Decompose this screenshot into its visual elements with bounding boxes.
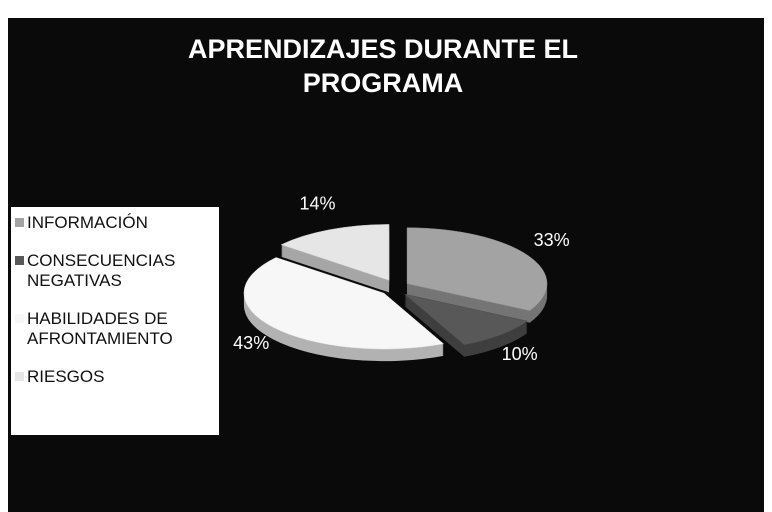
legend: INFORMACIÓN CONSECUENCIAS NEGATIVAS HABILI…	[11, 207, 219, 435]
legend-swatch	[15, 218, 24, 227]
legend-label: CONSECUENCIAS NEGATIVAS	[27, 251, 176, 290]
data-label: 43%	[233, 333, 269, 353]
chart-title: APRENDIZAJES DURANTE EL PROGRAMA	[187, 34, 579, 98]
legend-label: INFORMACIÓN	[27, 213, 148, 232]
slice	[406, 227, 548, 311]
legend-item: CONSECUENCIAS NEGATIVAS	[15, 251, 219, 291]
legend-swatch	[15, 314, 24, 323]
legend-label: RIESGOS	[27, 367, 105, 386]
legend-label: HABILIDADES DE AFRONTAMIENTO	[27, 309, 173, 348]
data-label: 33%	[534, 230, 570, 250]
chart-panel: APRENDIZAJES DURANTE EL PROGRAMA 33% 10% 4…	[8, 18, 764, 512]
legend-swatch	[15, 256, 24, 265]
legend-item: RIESGOS	[15, 367, 219, 387]
pie-area: 33% 10% 43% 14%	[233, 194, 570, 364]
data-label: 10%	[502, 344, 538, 364]
legend-swatch	[15, 372, 24, 381]
slice	[280, 224, 390, 281]
data-label: 14%	[299, 194, 335, 214]
legend-item: HABILIDADES DE AFRONTAMIENTO	[15, 309, 219, 349]
slice	[243, 257, 445, 350]
slice	[404, 293, 528, 346]
legend-item: INFORMACIÓN	[15, 213, 219, 233]
